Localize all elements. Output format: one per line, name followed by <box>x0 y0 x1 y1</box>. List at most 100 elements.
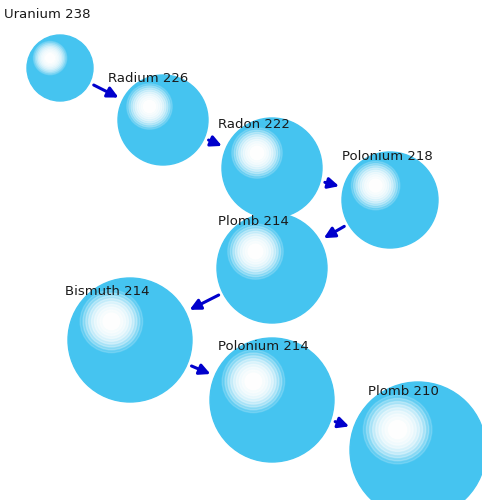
Circle shape <box>362 172 389 199</box>
Circle shape <box>44 52 56 64</box>
Circle shape <box>143 100 156 112</box>
Circle shape <box>250 146 264 160</box>
Circle shape <box>108 318 114 324</box>
Circle shape <box>235 232 276 272</box>
Circle shape <box>342 152 438 248</box>
Text: Plomb 214: Plomb 214 <box>218 215 289 228</box>
Circle shape <box>367 177 385 194</box>
Circle shape <box>376 408 419 452</box>
Circle shape <box>360 170 391 201</box>
Circle shape <box>83 293 140 350</box>
Circle shape <box>373 404 423 454</box>
Circle shape <box>391 424 404 436</box>
Circle shape <box>139 96 160 117</box>
Circle shape <box>222 118 322 218</box>
Circle shape <box>382 414 413 445</box>
Circle shape <box>47 55 53 61</box>
Circle shape <box>225 353 282 410</box>
Circle shape <box>147 104 151 108</box>
Circle shape <box>217 213 327 323</box>
Text: Polonium 214: Polonium 214 <box>218 340 309 353</box>
Circle shape <box>228 224 283 279</box>
Circle shape <box>230 226 281 276</box>
Circle shape <box>103 313 120 330</box>
Circle shape <box>238 234 273 269</box>
Circle shape <box>135 92 164 121</box>
Circle shape <box>27 35 93 101</box>
Circle shape <box>233 362 273 402</box>
Circle shape <box>38 46 62 70</box>
Circle shape <box>118 75 208 165</box>
Circle shape <box>248 144 266 162</box>
Circle shape <box>210 338 334 462</box>
Circle shape <box>89 298 134 344</box>
Circle shape <box>94 304 128 338</box>
Circle shape <box>241 236 270 266</box>
Text: Radon 222: Radon 222 <box>218 118 290 131</box>
Circle shape <box>131 88 168 125</box>
Circle shape <box>253 148 262 158</box>
Text: Uranium 238: Uranium 238 <box>4 8 91 21</box>
Circle shape <box>245 142 268 165</box>
Circle shape <box>97 307 126 336</box>
Circle shape <box>33 42 67 74</box>
Circle shape <box>129 86 170 127</box>
Circle shape <box>146 102 154 110</box>
Circle shape <box>364 174 387 197</box>
Circle shape <box>144 100 155 112</box>
Circle shape <box>228 356 279 407</box>
Circle shape <box>385 417 410 442</box>
Circle shape <box>222 350 285 412</box>
Text: Bismuth 214: Bismuth 214 <box>65 285 149 298</box>
Text: Radium 226: Radium 226 <box>108 72 188 85</box>
Circle shape <box>92 302 131 342</box>
Circle shape <box>241 137 273 169</box>
Circle shape <box>254 150 259 156</box>
Circle shape <box>371 181 380 190</box>
Circle shape <box>133 90 166 123</box>
Circle shape <box>248 244 263 258</box>
Circle shape <box>394 426 401 432</box>
Circle shape <box>234 130 280 176</box>
Circle shape <box>374 184 378 188</box>
Circle shape <box>388 420 407 439</box>
Circle shape <box>248 244 263 259</box>
Circle shape <box>127 84 172 129</box>
Circle shape <box>42 50 58 66</box>
Circle shape <box>358 168 393 203</box>
Circle shape <box>236 364 270 398</box>
Circle shape <box>236 132 278 173</box>
Circle shape <box>141 98 158 115</box>
Circle shape <box>46 54 54 62</box>
Circle shape <box>251 378 256 384</box>
Circle shape <box>103 314 120 330</box>
Circle shape <box>389 421 406 438</box>
Circle shape <box>245 242 266 262</box>
Circle shape <box>351 162 400 210</box>
Circle shape <box>356 166 395 205</box>
Circle shape <box>233 229 278 274</box>
Text: Plomb 210: Plomb 210 <box>368 385 439 398</box>
Circle shape <box>41 49 59 67</box>
Circle shape <box>243 139 271 167</box>
Circle shape <box>245 374 261 390</box>
Circle shape <box>80 290 143 352</box>
Circle shape <box>363 396 432 464</box>
Circle shape <box>35 43 65 73</box>
Circle shape <box>137 94 162 119</box>
Circle shape <box>251 146 264 160</box>
Circle shape <box>46 54 54 62</box>
Circle shape <box>350 382 482 500</box>
Circle shape <box>369 179 382 192</box>
Circle shape <box>369 180 382 192</box>
Circle shape <box>231 358 276 404</box>
Circle shape <box>49 56 52 59</box>
Circle shape <box>239 367 268 396</box>
Circle shape <box>253 249 258 254</box>
Circle shape <box>245 373 262 390</box>
Circle shape <box>248 376 259 387</box>
Circle shape <box>354 164 398 208</box>
Circle shape <box>40 48 61 68</box>
Circle shape <box>243 239 268 264</box>
Circle shape <box>100 310 123 333</box>
